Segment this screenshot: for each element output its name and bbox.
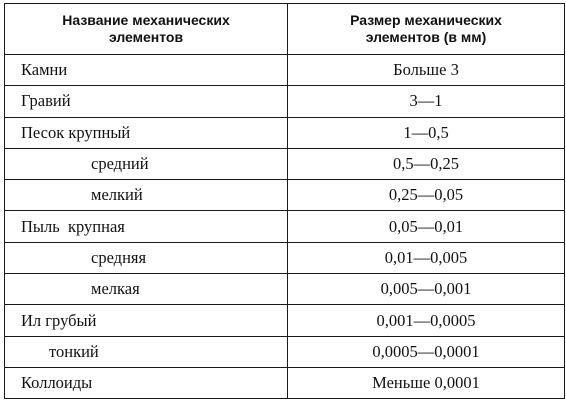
- table-row: Гравий 3—1: [4, 85, 565, 118]
- document-page: Название механических элементов Размер м…: [4, 3, 565, 400]
- row-size-cell: 3—1: [287, 85, 565, 118]
- table-row: средний 0,5—0,25: [4, 147, 565, 181]
- table-row: мелкий 0,25—0,05: [4, 179, 565, 212]
- row-name-cell: Коллоиды: [4, 366, 288, 400]
- header-size-line: элементов (в мм): [365, 29, 487, 45]
- table-row: Коллоиды Меньше 0,0001: [4, 366, 565, 400]
- mechanical-elements-table: Название механических элементов Размер м…: [4, 3, 565, 400]
- row-name-cell: мелкая: [4, 273, 288, 306]
- row-size-cell: 0,001—0,0005: [287, 304, 565, 337]
- table-row: тонкий 0,0005—0,0001: [4, 335, 565, 368]
- header-name-line: элементов: [108, 29, 184, 45]
- row-name-cell: Ил грубый: [4, 304, 288, 337]
- table-row: Камни Больше 3: [4, 53, 565, 87]
- row-name-cell: Песок крупный: [4, 116, 288, 149]
- row-name-cell: тонкий: [4, 335, 288, 368]
- header-name-line: Название механических: [62, 12, 230, 28]
- header-size-line: Размер механических: [350, 12, 502, 28]
- table-row: средняя 0,01—0,005: [4, 241, 565, 275]
- row-size-cell: 0,005—0,001: [287, 273, 565, 306]
- row-name-cell: средняя: [4, 241, 288, 275]
- row-size-cell: 0,01—0,005: [287, 241, 565, 275]
- row-name-cell: Пыль крупная: [4, 210, 288, 243]
- table-header-row: Название механических элементов Размер м…: [4, 3, 565, 55]
- header-element-name: Название механических элементов: [4, 3, 288, 55]
- row-size-cell: 0,5—0,25: [287, 147, 565, 181]
- header-element-size: Размер механических элементов (в мм): [287, 3, 565, 55]
- row-name-cell: Гравий: [4, 85, 288, 118]
- row-name-cell: средний: [4, 147, 288, 181]
- row-name-cell: Камни: [4, 53, 288, 87]
- row-size-cell: 0,25—0,05: [287, 179, 565, 212]
- row-size-cell: Меньше 0,0001: [287, 366, 565, 400]
- table-row: мелкая 0,005—0,001: [4, 273, 565, 306]
- row-name-cell: мелкий: [4, 179, 288, 212]
- table-row: Песок крупный 1—0,5: [4, 116, 565, 149]
- table-row: Пыль крупная 0,05—0,01: [4, 210, 565, 243]
- row-size-cell: 0,05—0,01: [287, 210, 565, 243]
- row-size-cell: 1—0,5: [287, 116, 565, 149]
- row-size-cell: Больше 3: [287, 53, 565, 87]
- table-row: Ил грубый 0,001—0,0005: [4, 304, 565, 337]
- row-size-cell: 0,0005—0,0001: [287, 335, 565, 368]
